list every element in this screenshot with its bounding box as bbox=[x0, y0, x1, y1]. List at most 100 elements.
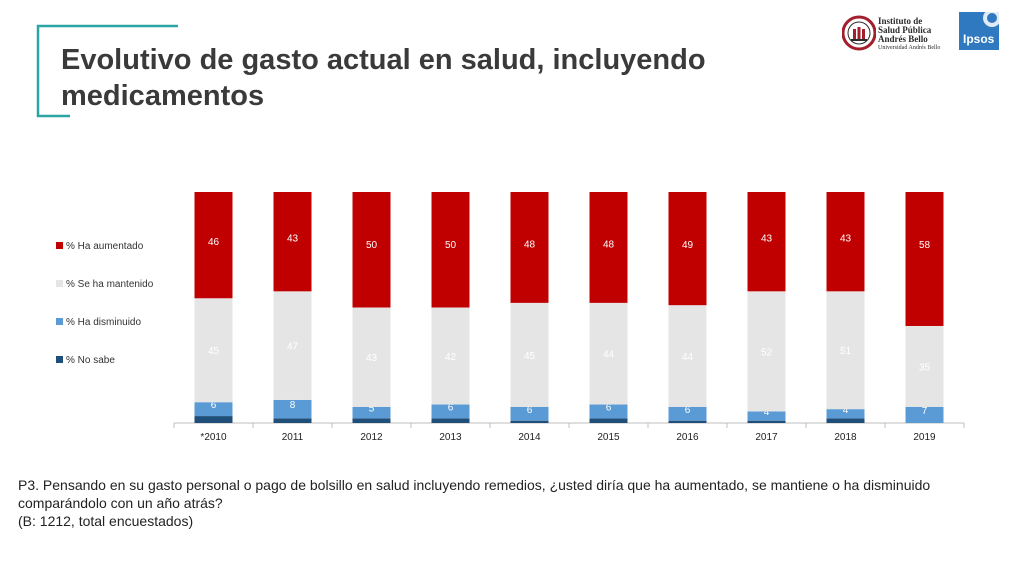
page-title: Evolutivo de gasto actual en salud, incl… bbox=[61, 44, 706, 112]
data-label: 48 bbox=[603, 239, 615, 250]
title-accent-bracket bbox=[36, 24, 178, 118]
data-label: 51 bbox=[840, 346, 852, 357]
bar-segment bbox=[431, 307, 470, 405]
bar-segment bbox=[194, 402, 233, 417]
data-label: 50 bbox=[445, 240, 457, 251]
bar-segment bbox=[431, 404, 470, 419]
bar-segment bbox=[352, 307, 391, 407]
data-label: 4 bbox=[843, 405, 849, 416]
bar-segment bbox=[510, 420, 549, 423]
ipsos-logo: Ipsos bbox=[959, 12, 999, 50]
data-label: 7 bbox=[922, 406, 928, 417]
x-tick-label: 2017 bbox=[755, 432, 778, 443]
isp-line-2: Salud Pública bbox=[878, 25, 932, 35]
data-label: 44 bbox=[603, 350, 615, 361]
x-tick-label: 2018 bbox=[834, 432, 857, 443]
footnote: P3. Pensando en su gasto personal o pago… bbox=[18, 476, 1008, 530]
legend-label: % Ha aumentado bbox=[66, 241, 144, 252]
data-label: 6 bbox=[448, 402, 454, 413]
bar-segment bbox=[826, 291, 865, 410]
data-label: 49 bbox=[682, 240, 694, 251]
bar-segment bbox=[905, 325, 944, 407]
bar-segment bbox=[668, 305, 707, 407]
data-label: 35 bbox=[919, 362, 931, 373]
isp-logo: Instituto de Salud Pública Andrés Bello … bbox=[841, 12, 942, 58]
bar-segment bbox=[273, 192, 312, 292]
data-label: 6 bbox=[527, 405, 533, 416]
bar-segment bbox=[273, 418, 312, 423]
x-tick-label: 2014 bbox=[518, 432, 541, 443]
ipsos-logo-text: Ipsos bbox=[963, 32, 995, 46]
bar-segment bbox=[826, 418, 865, 423]
data-label: 8 bbox=[290, 400, 296, 411]
bar-segment bbox=[905, 406, 944, 423]
data-label: 45 bbox=[524, 351, 536, 362]
legend-label: % No sabe bbox=[66, 355, 115, 366]
bar-segment bbox=[431, 192, 470, 308]
header-logos: Instituto de Salud Pública Andrés Bello … bbox=[841, 12, 1002, 58]
data-label: 6 bbox=[211, 400, 217, 411]
bar-segment bbox=[668, 420, 707, 423]
bar-segment bbox=[194, 298, 233, 403]
bar-segment bbox=[510, 406, 549, 421]
data-label: 50 bbox=[366, 240, 378, 251]
bar-segment bbox=[510, 192, 549, 303]
bar-segment bbox=[352, 418, 391, 423]
bar-segment bbox=[589, 302, 628, 405]
footnote-question: P3. Pensando en su gasto personal o pago… bbox=[18, 477, 931, 511]
bar-segment bbox=[747, 411, 786, 421]
bar-segment bbox=[826, 409, 865, 419]
bar-segment bbox=[589, 404, 628, 419]
data-label: 4 bbox=[764, 407, 770, 418]
isp-line-1: Instituto de bbox=[878, 16, 923, 26]
bar-segment bbox=[747, 291, 786, 412]
bar-segment bbox=[510, 302, 549, 407]
data-label: 52 bbox=[761, 347, 773, 358]
bar-segment bbox=[668, 406, 707, 421]
legend-label: % Se ha mantenido bbox=[66, 279, 154, 290]
bar-segment bbox=[668, 192, 707, 306]
bar-segment bbox=[194, 416, 233, 423]
isp-logo-text: Instituto de Salud Pública Andrés Bello bbox=[878, 17, 931, 44]
bar-segment bbox=[747, 192, 786, 292]
isp-logo-subtitle: Universidad Andrés Bello bbox=[878, 45, 941, 51]
x-tick-label: *2010 bbox=[200, 432, 227, 443]
data-label: 44 bbox=[682, 352, 694, 363]
bar-segment bbox=[905, 192, 944, 326]
bar-segment bbox=[194, 192, 233, 299]
bar-segment bbox=[747, 420, 786, 423]
footnote-base: (B: 1212, total encuestados) bbox=[18, 513, 194, 529]
bar-segment bbox=[352, 192, 391, 308]
data-label: 6 bbox=[685, 405, 691, 416]
data-label: 43 bbox=[840, 234, 852, 245]
x-tick-label: 2016 bbox=[676, 432, 699, 443]
legend-swatch bbox=[56, 280, 63, 287]
legend-label: % Ha disminuido bbox=[66, 317, 141, 328]
bar-segment bbox=[431, 418, 470, 423]
data-label: 6 bbox=[606, 402, 612, 413]
bar-segment bbox=[589, 192, 628, 303]
data-label: 43 bbox=[287, 234, 299, 245]
data-label: 43 bbox=[366, 353, 378, 364]
legend-swatch bbox=[56, 242, 63, 249]
data-label: 43 bbox=[761, 234, 773, 245]
bar-segment bbox=[273, 291, 312, 400]
data-label: 42 bbox=[445, 352, 457, 363]
data-label: 47 bbox=[287, 342, 299, 353]
bar-segment bbox=[273, 399, 312, 419]
data-label: 45 bbox=[208, 346, 220, 357]
legend-swatch bbox=[56, 318, 63, 325]
isp-line-3: Andrés Bello bbox=[878, 34, 928, 44]
x-tick-label: 2015 bbox=[597, 432, 620, 443]
data-label: 5 bbox=[369, 404, 375, 415]
isp-seal-icon bbox=[841, 15, 877, 51]
bar-segment bbox=[589, 418, 628, 423]
x-tick-label: 2011 bbox=[282, 432, 304, 443]
x-tick-label: 2012 bbox=[360, 432, 383, 443]
bar-segment bbox=[352, 406, 391, 419]
data-label: 48 bbox=[524, 239, 536, 250]
data-label: 58 bbox=[919, 240, 931, 251]
x-tick-label: 2019 bbox=[913, 432, 936, 443]
data-label: 46 bbox=[208, 237, 220, 248]
